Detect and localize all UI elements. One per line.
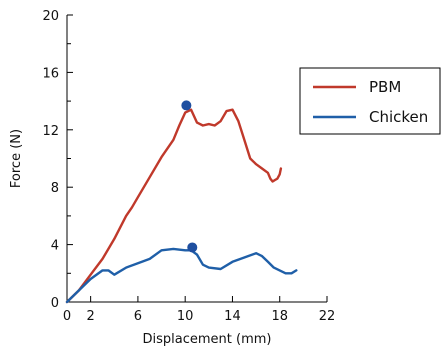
y-tick-label: 4 — [51, 239, 59, 254]
series-line-chicken — [65, 247, 298, 304]
legend-box — [299, 67, 441, 135]
y-tick-label: 8 — [51, 181, 59, 196]
y-axis-label: Force (N) — [9, 129, 24, 188]
x-tick-label: 0 — [63, 309, 71, 324]
y-tick-label: 16 — [42, 66, 59, 81]
y-tick-label: 0 — [51, 296, 59, 311]
peak-marker-pbm — [181, 100, 192, 111]
x-tick-label: 6 — [134, 309, 142, 324]
x-tick-label: 18 — [271, 309, 288, 324]
x-tick-label: 10 — [177, 309, 194, 324]
x-tick-label: 22 — [319, 309, 336, 324]
series-layer — [65, 100, 298, 304]
series-line-pbm — [65, 108, 283, 304]
x-tick-label: 2 — [86, 309, 94, 324]
legend-label-chicken: Chicken — [369, 108, 428, 126]
x-tick-label: 14 — [224, 309, 241, 324]
y-tick-label: 12 — [42, 124, 59, 139]
x-axis-label: Displacement (mm) — [143, 332, 272, 347]
legend-label-pbm: PBM — [369, 78, 401, 96]
legend: PBM Chicken — [299, 67, 441, 135]
y-tick-label: 20 — [42, 9, 59, 24]
peak-marker-chicken — [187, 242, 198, 253]
